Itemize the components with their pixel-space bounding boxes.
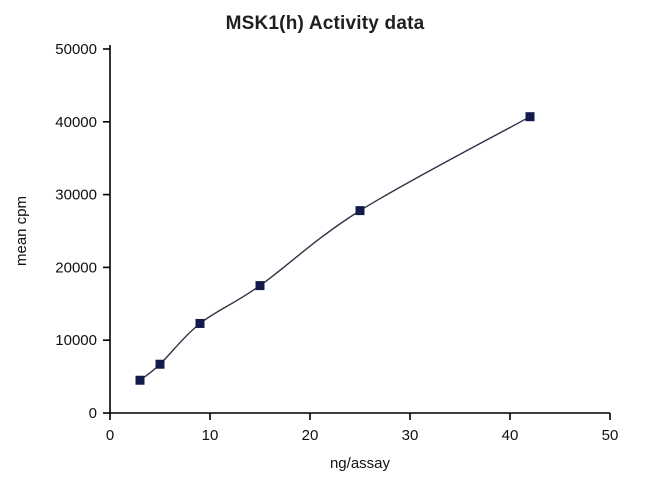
x-tick-label: 30: [402, 427, 419, 444]
data-point-marker: [135, 375, 145, 385]
data-point-marker: [355, 206, 365, 216]
x-tick-label: 50: [602, 427, 619, 444]
y-tick-label: 50000: [55, 41, 97, 58]
y-tick-label: 40000: [55, 114, 97, 131]
x-tick-label: 10: [202, 427, 219, 444]
data-point-marker: [155, 359, 165, 369]
chart-title: MSK1(h) Activity data: [225, 13, 425, 34]
y-tick-label: 10000: [55, 332, 97, 349]
data-point-marker: [195, 318, 205, 328]
x-tick-label: 40: [502, 427, 519, 444]
y-tick-label: 20000: [55, 259, 97, 276]
x-tick-label: 20: [302, 427, 319, 444]
data-series-line: [139, 116, 531, 381]
x-tick-label: 0: [106, 427, 114, 444]
y-tick-label: 30000: [55, 187, 97, 204]
line-chart-plot-area: 0 10000 20000 30000 40000 50000 0 10 20 30 40 50 mea…: [13, 41, 619, 472]
y-axis-title: mean cpm: [13, 196, 30, 266]
data-point-marker: [525, 112, 535, 122]
data-point-marker: [255, 281, 265, 291]
x-axis-title: ng/assay: [330, 455, 391, 472]
y-tick-label: 0: [89, 405, 97, 422]
